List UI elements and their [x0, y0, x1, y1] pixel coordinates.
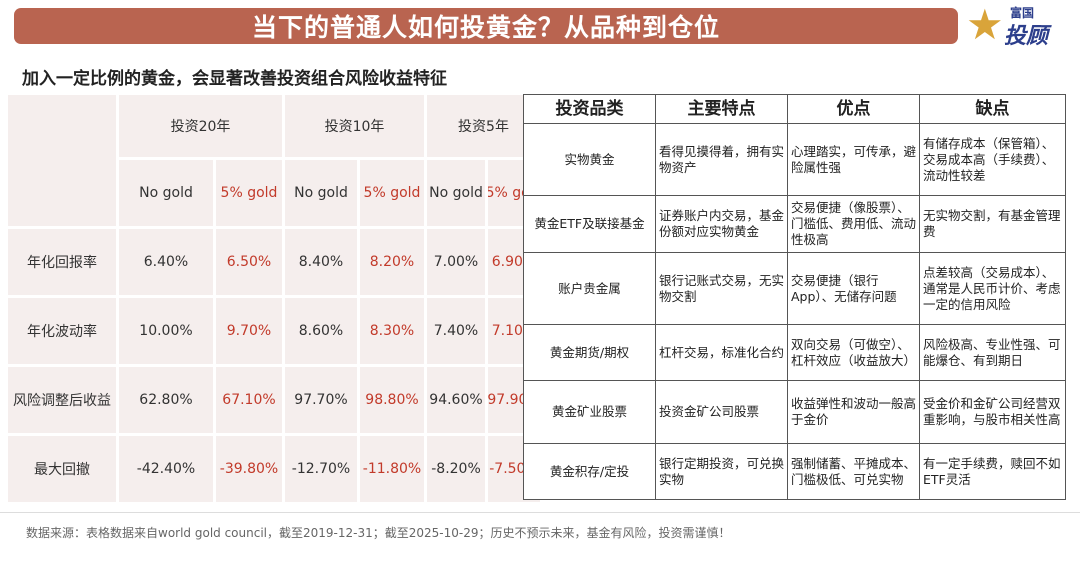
- stat-value: 98.80%: [360, 367, 424, 433]
- feature-cell: 看得见摸得着，拥有实物资产: [655, 123, 788, 196]
- stat-value: 8.20%: [360, 229, 424, 295]
- table-row: 账户贵金属 银行记账式交易，无实物交割 交易便捷（银行App）、无储存问题 点差…: [523, 252, 1066, 325]
- pros-cell: 心理踏实，可传承，避险属性强: [787, 123, 920, 196]
- feature-cell: 银行记账式交易，无实物交割: [655, 252, 788, 325]
- star-icon: ★: [966, 0, 1004, 49]
- stats-grid: 投资20年 投资10年 投资5年 No gold 5% gold No gold…: [8, 95, 540, 502]
- stat-value: 8.60%: [285, 298, 357, 364]
- category-cell: 账户贵金属: [523, 252, 656, 325]
- column-header: 缺点: [919, 94, 1066, 124]
- pros-cell: 交易便捷（银行App）、无储存问题: [787, 252, 920, 325]
- stats-corner: [8, 95, 116, 226]
- brand-logo: ★ 富国 投顾: [966, 2, 1076, 50]
- series-header: No gold: [427, 160, 485, 226]
- period-header: 投资20年: [119, 95, 282, 157]
- logo-text-main: 投顾: [1004, 24, 1049, 49]
- feature-cell: 杠杆交易，标准化合约: [655, 324, 788, 381]
- category-cell: 实物黄金: [523, 123, 656, 196]
- stat-value: -39.80%: [216, 436, 282, 502]
- metric-label: 风险调整后收益: [8, 367, 116, 433]
- stat-value: 6.40%: [119, 229, 213, 295]
- feature-cell: 银行定期投资，可兑换实物: [655, 443, 788, 500]
- category-cell: 黄金期货/期权: [523, 324, 656, 381]
- metric-label: 年化波动率: [8, 298, 116, 364]
- period-header: 投资10年: [285, 95, 424, 157]
- series-header: No gold: [119, 160, 213, 226]
- stat-value: 97.70%: [285, 367, 357, 433]
- period-header: 投资5年: [427, 95, 540, 157]
- table-row: 黄金ETF及联接基金 证券账户内交易，基金份额对应实物黄金 交易便捷（像股票）、…: [523, 195, 1066, 253]
- series-header: No gold: [285, 160, 357, 226]
- stat-value: 94.60%: [427, 367, 485, 433]
- cons-cell: 点差较高（交易成本）、通常是人民币计价、考虑一定的信用风险: [919, 252, 1066, 325]
- cons-cell: 无实物交割，有基金管理费: [919, 195, 1066, 253]
- series-header: 5% gold: [360, 160, 424, 226]
- stat-value: -42.40%: [119, 436, 213, 502]
- stat-value: -8.20%: [427, 436, 485, 502]
- pros-cell: 强制储蓄、平摊成本、门槛极低、可兑实物: [787, 443, 920, 500]
- pros-cell: 收益弹性和波动一般高于金价: [787, 380, 920, 444]
- section-subtitle: 加入一定比例的黄金，会显著改善投资组合风险收益特征: [22, 69, 447, 89]
- pros-cell: 双向交易（可做空）、杠杆效应（收益放大）: [787, 324, 920, 381]
- source-footnote: 数据来源：表格数据来自world gold council，截至2019-12-…: [26, 526, 731, 540]
- metric-label: 年化回报率: [8, 229, 116, 295]
- cons-cell: 有储存成本（保管箱）、交易成本高（手续费）、流动性较差: [919, 123, 1066, 196]
- stat-value: 9.70%: [216, 298, 282, 364]
- table-row: 黄金矿业股票 投资金矿公司股票 收益弹性和波动一般高于金价 受金价和金矿公司经营…: [523, 380, 1066, 444]
- stat-value: 7.40%: [427, 298, 485, 364]
- table-header-row: 投资品类 主要特点 优点 缺点: [523, 94, 1066, 124]
- stat-value: -11.80%: [360, 436, 424, 502]
- stat-value: 62.80%: [119, 367, 213, 433]
- title-banner: 当下的普通人如何投黄金？从品种到仓位: [14, 8, 958, 44]
- footer-divider: [0, 512, 1080, 513]
- table-row: 实物黄金 看得见摸得着，拥有实物资产 心理踏实，可传承，避险属性强 有储存成本（…: [523, 123, 1066, 196]
- stat-value: 10.00%: [119, 298, 213, 364]
- cons-cell: 受金价和金矿公司经营双重影响，与股市相关性高: [919, 380, 1066, 444]
- stat-value: 7.00%: [427, 229, 485, 295]
- pros-cell: 交易便捷（像股票）、门槛低、费用低、流动性极高: [787, 195, 920, 253]
- series-header: 5% gold: [216, 160, 282, 226]
- table-row: 黄金期货/期权 杠杆交易，标准化合约 双向交易（可做空）、杠杆效应（收益放大） …: [523, 324, 1066, 381]
- feature-cell: 投资金矿公司股票: [655, 380, 788, 444]
- column-header: 投资品类: [523, 94, 656, 124]
- stat-value: 8.40%: [285, 229, 357, 295]
- category-cell: 黄金积存/定投: [523, 443, 656, 500]
- page-title: 当下的普通人如何投黄金？从品种到仓位: [251, 13, 720, 42]
- column-header: 主要特点: [655, 94, 788, 124]
- cons-cell: 风险极高、专业性强、可能爆仓、有到期日: [919, 324, 1066, 381]
- category-cell: 黄金ETF及联接基金: [523, 195, 656, 253]
- metric-label: 最大回撤: [8, 436, 116, 502]
- category-cell: 黄金矿业股票: [523, 380, 656, 444]
- stat-value: 67.10%: [216, 367, 282, 433]
- feature-cell: 证券账户内交易，基金份额对应实物黄金: [655, 195, 788, 253]
- table-row: 黄金积存/定投 银行定期投资，可兑换实物 强制储蓄、平摊成本、门槛极低、可兑实物…: [523, 443, 1066, 500]
- gold-products-table: 投资品类 主要特点 优点 缺点 实物黄金 看得见摸得着，拥有实物资产 心理踏实，…: [523, 94, 1066, 500]
- stat-value: 8.30%: [360, 298, 424, 364]
- logo-text-top: 富国: [1010, 6, 1035, 20]
- cons-cell: 有一定手续费，赎回不如ETF灵活: [919, 443, 1066, 500]
- stat-value: -12.70%: [285, 436, 357, 502]
- stat-value: 6.50%: [216, 229, 282, 295]
- column-header: 优点: [787, 94, 920, 124]
